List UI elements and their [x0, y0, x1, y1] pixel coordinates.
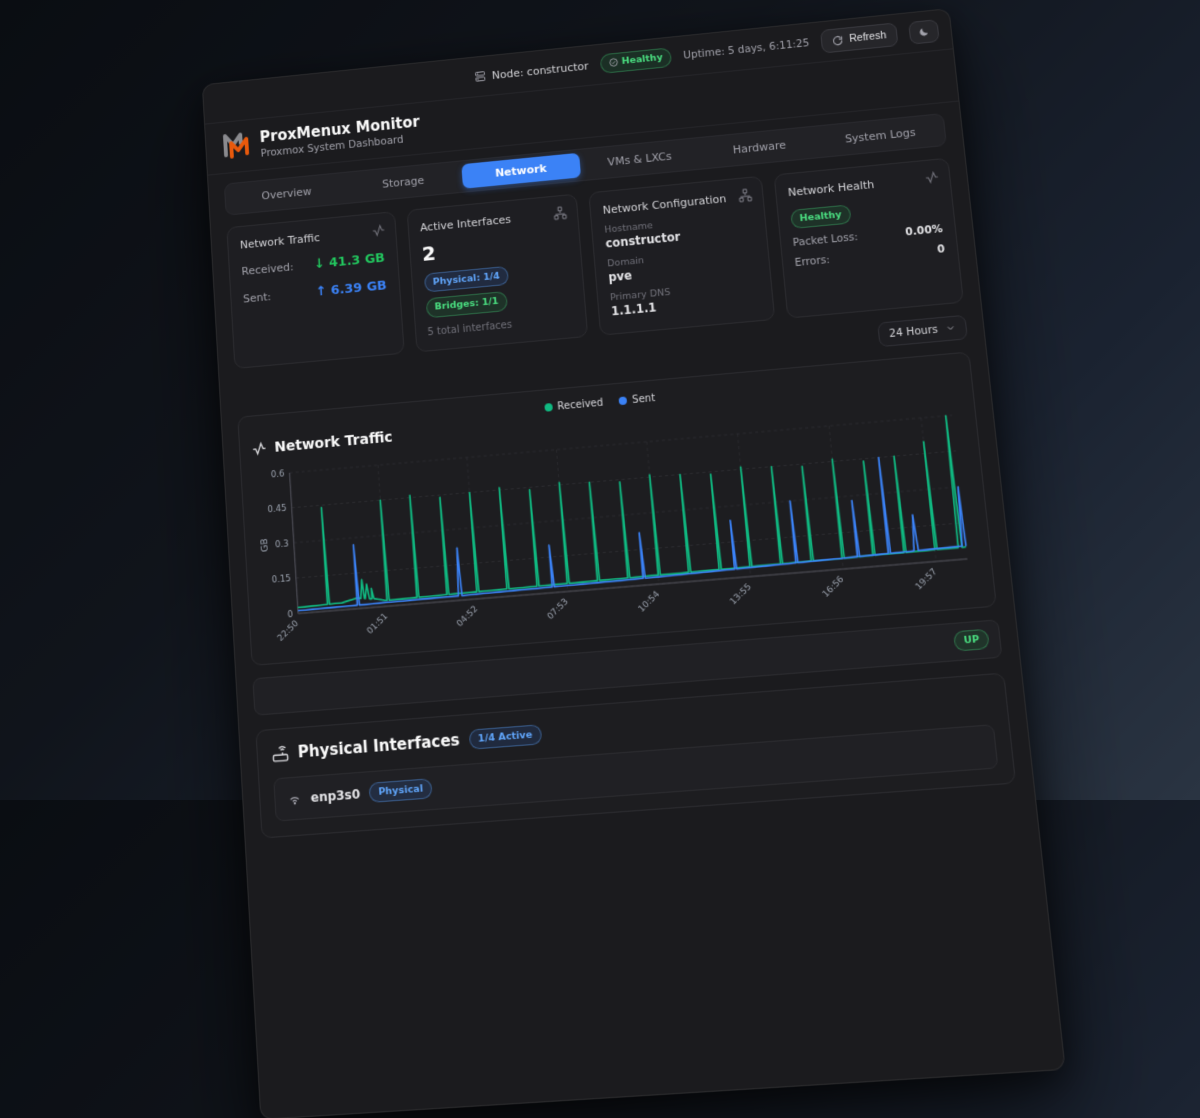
- received-value: ↓ 41.3 GB: [314, 251, 386, 272]
- svg-text:0.45: 0.45: [267, 504, 287, 516]
- svg-text:04:52: 04:52: [455, 604, 480, 629]
- tab-overview[interactable]: Overview: [228, 176, 346, 212]
- tab-system-logs[interactable]: System Logs: [818, 117, 942, 154]
- time-range-select[interactable]: 24 Hours: [877, 314, 968, 346]
- network-traffic-card: Network Traffic Received: ↓ 41.3 GB Sent…: [226, 211, 404, 368]
- physical-count-badge: Physical: 1/4: [423, 266, 509, 293]
- svg-text:16:56: 16:56: [821, 574, 847, 600]
- node-info: Node: constructor: [474, 59, 589, 83]
- packet-loss-label: Packet Loss:: [792, 231, 858, 249]
- refresh-button[interactable]: Refresh: [820, 22, 898, 53]
- total-interfaces-note: 5 total interfaces: [427, 314, 574, 338]
- packet-loss-value: 0.00%: [905, 223, 943, 239]
- sent-label: Sent:: [243, 290, 272, 305]
- router-icon: [271, 744, 289, 763]
- interface-name: enp3s0: [310, 786, 360, 804]
- refresh-icon: [832, 34, 844, 46]
- svg-text:0.15: 0.15: [272, 574, 292, 586]
- theme-toggle-button[interactable]: [908, 19, 940, 44]
- svg-text:10:54: 10:54: [637, 589, 662, 614]
- svg-text:01:51: 01:51: [365, 611, 390, 636]
- svg-text:22:50: 22:50: [276, 618, 301, 643]
- network-health-badge: Healthy: [790, 204, 852, 229]
- active-interfaces-card: Active Interfaces 2 Physical: 1/4 Bridge…: [406, 194, 588, 352]
- sent-value: ↑ 6.39 GB: [315, 278, 387, 299]
- svg-text:0.6: 0.6: [271, 469, 285, 480]
- received-label: Received:: [241, 260, 294, 278]
- active-interfaces-count: 2: [421, 228, 568, 265]
- tab-vms-lxcs[interactable]: VMs & LXCs: [579, 141, 700, 177]
- backdrop: Node: constructor Healthy Uptime: 5 days…: [0, 0, 1200, 800]
- time-range-value: 24 Hours: [889, 323, 939, 340]
- errors-value: 0: [937, 243, 946, 256]
- activity-icon: [924, 170, 940, 185]
- network-configuration-card: Network Configuration Hostname construct…: [588, 176, 774, 336]
- proxmenux-logo: [221, 130, 252, 164]
- legend-item-sent: Sent: [619, 392, 656, 406]
- svg-text:07:53: 07:53: [545, 596, 570, 621]
- svg-text:GB: GB: [260, 538, 271, 552]
- node-label: Node: constructor: [491, 59, 589, 81]
- svg-text:13:55: 13:55: [728, 581, 754, 606]
- activity-icon: [371, 223, 386, 238]
- network-icon: [553, 205, 568, 220]
- chevron-down-icon: [946, 323, 956, 333]
- tab-network[interactable]: Network: [461, 153, 581, 189]
- activity-icon: [252, 441, 268, 457]
- svg-text:19:57: 19:57: [914, 566, 940, 592]
- moon-icon: [918, 25, 930, 37]
- uptime-text: Uptime: 5 days, 6:11:25: [683, 37, 810, 61]
- status-up-badge: UP: [953, 629, 990, 652]
- topology-icon: [737, 188, 752, 203]
- tab-hardware[interactable]: Hardware: [698, 129, 821, 165]
- active-count-badge: 1/4 Active: [468, 724, 542, 750]
- errors-label: Errors:: [794, 254, 830, 269]
- section-title: Physical Interfaces: [297, 731, 460, 762]
- card-title: Network Traffic: [240, 225, 384, 251]
- server-icon: [474, 70, 487, 83]
- wifi-icon: [287, 791, 302, 807]
- bridges-count-badge: Bridges: 1/1: [425, 291, 508, 318]
- svg-text:0.3: 0.3: [275, 539, 289, 550]
- health-status-badge: Healthy: [599, 48, 672, 74]
- dashboard-window: Node: constructor Healthy Uptime: 5 days…: [202, 8, 1066, 1118]
- network-health-card: Network Health Healthy Packet Loss: 0.00…: [773, 158, 964, 319]
- tab-storage[interactable]: Storage: [344, 164, 463, 200]
- interface-type-badge: Physical: [369, 778, 433, 803]
- check-circle-icon: [609, 58, 619, 68]
